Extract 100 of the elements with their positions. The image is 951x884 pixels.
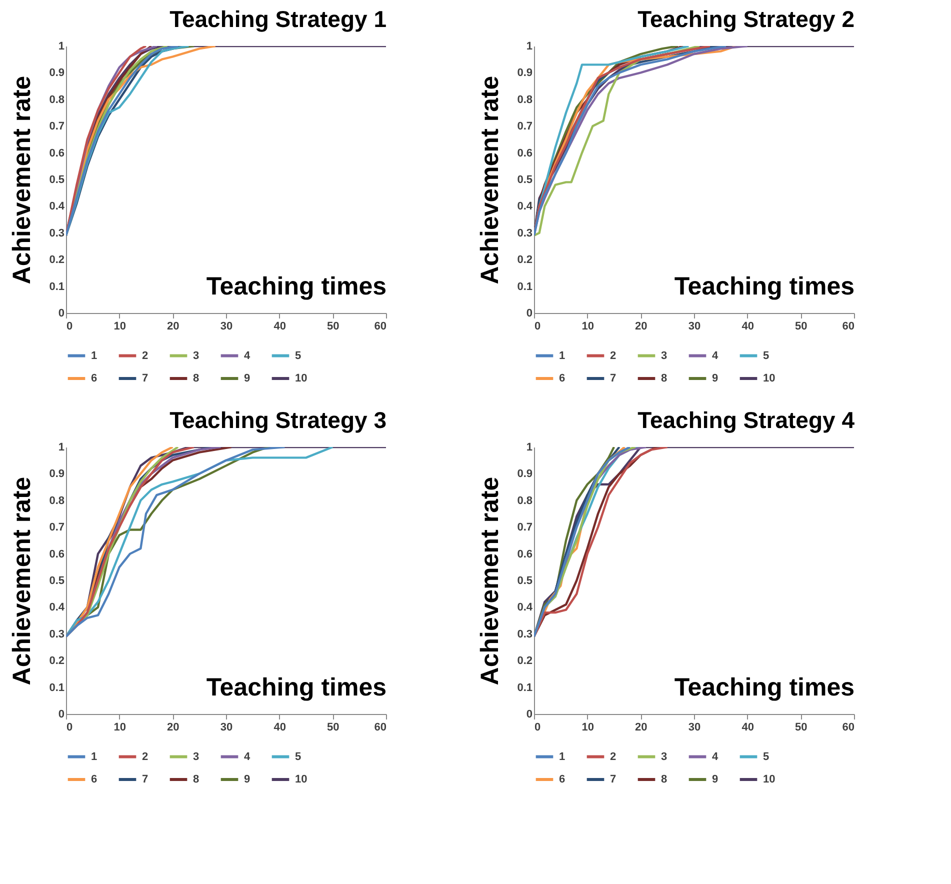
legend-label: 8	[193, 372, 200, 384]
legend-label: 2	[610, 350, 616, 362]
y-tick-label: 0.8	[517, 94, 532, 106]
legend-label: 2	[142, 350, 148, 362]
x-tick-label: 20	[167, 722, 180, 734]
x-axis-title: Teaching times	[206, 272, 386, 300]
x-tick-label: 40	[274, 722, 286, 734]
x-tick-label: 20	[167, 320, 180, 332]
legend-label: 8	[193, 774, 200, 786]
x-tick-label: 20	[635, 722, 648, 734]
y-tick-label: 0.4	[517, 602, 534, 614]
x-tick-label: 0	[534, 722, 541, 734]
y-tick-label: 0.5	[49, 174, 64, 186]
legend-label: 2	[610, 750, 616, 763]
legend-label: 5	[763, 350, 770, 362]
y-tick-label: 0.2	[517, 254, 532, 266]
legend-label: 1	[91, 350, 98, 362]
x-tick-label: 0	[66, 320, 73, 332]
y-tick-label: 0.1	[517, 682, 532, 694]
x-axis-title: Teaching times	[674, 272, 854, 300]
legend-label: 8	[661, 774, 668, 786]
legend-label: 1	[559, 750, 566, 763]
x-tick-label: 50	[795, 320, 808, 332]
legend-label: 3	[661, 350, 668, 362]
y-axis-title: Achievement rate	[8, 76, 36, 284]
y-tick-label: 0.3	[49, 227, 64, 240]
x-tick-label: 40	[742, 320, 754, 332]
legend-label: 3	[193, 750, 200, 763]
y-tick-label: 0.8	[49, 494, 64, 507]
x-tick-label: 30	[220, 320, 233, 332]
y-tick-label: 0.2	[517, 655, 532, 668]
y-tick-label: 0.7	[517, 120, 532, 133]
y-tick-label: 0.7	[49, 522, 64, 534]
y-tick-label: 1	[526, 442, 532, 454]
legend-label: 3	[661, 750, 668, 763]
y-tick-label: 0.2	[49, 254, 64, 266]
legend-label: 7	[142, 372, 148, 384]
legend-label: 2	[142, 750, 148, 763]
y-tick-label: 0	[58, 708, 64, 720]
legend-label: 9	[712, 372, 718, 384]
y-tick-label: 0.1	[49, 682, 64, 694]
x-tick-label: 50	[327, 320, 340, 332]
y-tick-label: 0	[526, 308, 532, 320]
y-tick-label: 0.6	[517, 147, 532, 160]
legend-label: 6	[559, 372, 566, 384]
legend-label: 4	[712, 750, 719, 763]
x-tick-label: 50	[795, 722, 808, 734]
y-tick-label: 0.3	[49, 628, 64, 640]
y-tick-label: 0.4	[517, 200, 534, 213]
y-tick-label: 0.4	[49, 602, 66, 614]
x-tick-label: 0	[66, 722, 73, 734]
legend-label: 6	[559, 774, 566, 786]
legend-label: 7	[142, 774, 148, 786]
chart-title: Teaching Strategy 4	[638, 407, 855, 433]
x-tick-label: 60	[374, 722, 386, 734]
legend-label: 7	[610, 774, 616, 786]
y-tick-label: 0.4	[49, 200, 66, 213]
legend-label: 9	[712, 774, 718, 786]
y-tick-label: 0.9	[49, 468, 64, 480]
x-axis-title: Teaching times	[674, 674, 854, 702]
legend-label: 4	[244, 350, 251, 362]
y-tick-label: 1	[58, 442, 64, 454]
y-tick-label: 0.9	[49, 67, 64, 80]
chart-title: Teaching Strategy 2	[638, 6, 854, 32]
y-tick-label: 0.5	[517, 575, 532, 587]
y-tick-label: 0.1	[49, 280, 64, 293]
x-tick-label: 10	[582, 722, 594, 734]
y-tick-label: 0.7	[517, 522, 532, 534]
x-tick-label: 20	[635, 320, 648, 332]
legend-label: 5	[295, 350, 302, 362]
y-tick-label: 0.8	[517, 494, 532, 507]
y-tick-label: 1	[526, 40, 532, 52]
y-tick-label: 0.5	[517, 174, 532, 186]
legend-label: 5	[295, 750, 302, 763]
legend-label: 6	[91, 372, 98, 384]
legend-label: 1	[559, 350, 566, 362]
y-tick-label: 0.6	[517, 548, 532, 560]
legend-label: 7	[610, 372, 616, 384]
legend-label: 5	[763, 750, 770, 763]
y-tick-label: 0.9	[517, 67, 532, 80]
x-tick-label: 60	[374, 320, 386, 332]
legend-label: 9	[244, 372, 250, 384]
chart-title: Teaching Strategy 3	[170, 407, 386, 433]
legend-label: 4	[244, 750, 251, 763]
x-tick-label: 50	[327, 722, 340, 734]
x-tick-label: 60	[842, 722, 854, 734]
legend-label: 4	[712, 350, 719, 362]
y-tick-label: 0.3	[517, 227, 532, 240]
x-axis-title: Teaching times	[206, 674, 386, 702]
legend-label: 8	[661, 372, 668, 384]
y-tick-label: 0.2	[49, 655, 64, 668]
x-tick-label: 30	[688, 722, 701, 734]
y-tick-label: 0.6	[49, 147, 64, 160]
y-tick-label: 1	[58, 40, 64, 52]
x-tick-label: 30	[688, 320, 701, 332]
legend-label: 6	[91, 774, 98, 786]
x-tick-label: 40	[274, 320, 286, 332]
y-tick-label: 0.8	[49, 94, 64, 106]
y-axis-title: Achievement rate	[476, 76, 504, 284]
chart-title: Teaching Strategy 1	[170, 6, 387, 32]
